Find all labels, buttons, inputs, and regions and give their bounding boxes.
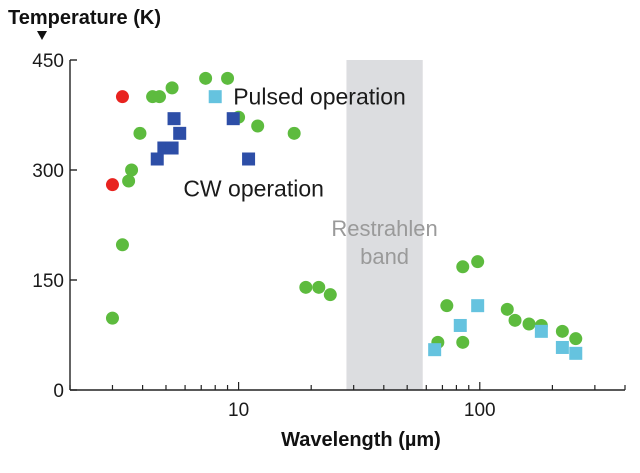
annotation-pulsed-operation: Pulsed operation <box>233 84 406 110</box>
band-label-line-1: Restrahlen <box>331 216 437 241</box>
data-point-circle <box>456 335 470 349</box>
x-tick-label: 10 <box>228 400 249 421</box>
data-point-circle <box>122 174 136 188</box>
y-tick-label: 300 <box>32 161 64 182</box>
data-point-circle <box>115 90 129 104</box>
data-point-circle <box>287 126 301 140</box>
data-point-circle <box>323 288 337 302</box>
data-point-circle <box>221 71 235 85</box>
data-point-square <box>555 340 569 354</box>
data-point-circle <box>105 311 119 325</box>
data-point-square <box>453 318 467 332</box>
y-tick-label: 450 <box>32 51 64 72</box>
data-point-circle <box>153 90 167 104</box>
data-point-circle <box>165 81 179 95</box>
y-tick-label: 0 <box>53 381 64 402</box>
data-point-square <box>165 141 179 155</box>
data-point-circle <box>105 178 119 192</box>
y-tick-label: 150 <box>32 271 64 292</box>
data-point-circle <box>456 260 470 274</box>
data-point-circle <box>522 317 536 331</box>
restrahlen-band <box>346 60 423 390</box>
data-point-square <box>471 299 485 313</box>
data-point-circle <box>508 313 522 327</box>
data-point-circle <box>569 332 583 346</box>
data-point-circle <box>251 119 265 133</box>
data-point-square <box>428 343 442 357</box>
data-point-square <box>226 112 240 126</box>
x-tick-label: 100 <box>464 400 496 421</box>
data-point-circle <box>125 163 139 177</box>
data-point-square <box>242 152 256 166</box>
axis-ticks: 0 150 300 450 10 100 <box>32 51 626 421</box>
y-axis-title: Temperature (K) <box>8 7 161 29</box>
data-point-square <box>173 126 187 140</box>
data-point-square <box>167 112 181 126</box>
band-label-line-2: band <box>360 244 409 269</box>
annotation-cw-operation: CW operation <box>183 175 324 201</box>
data-point-square <box>569 346 583 360</box>
data-point-circle <box>471 255 485 269</box>
data-point-circle <box>299 280 313 294</box>
data-point-circle <box>500 302 514 316</box>
data-point-circle <box>555 324 569 338</box>
data-points <box>105 71 583 360</box>
data-point-square <box>208 90 222 104</box>
x-axis-title: Wavelength (µm) <box>281 429 441 451</box>
y-axis-title-arrow-icon <box>37 31 47 40</box>
data-point-circle <box>312 280 326 294</box>
data-point-circle <box>199 71 213 85</box>
data-point-circle <box>440 299 454 313</box>
data-point-circle <box>115 238 129 252</box>
data-point-square <box>150 152 164 166</box>
data-point-square <box>534 324 548 338</box>
data-point-circle <box>133 126 147 140</box>
